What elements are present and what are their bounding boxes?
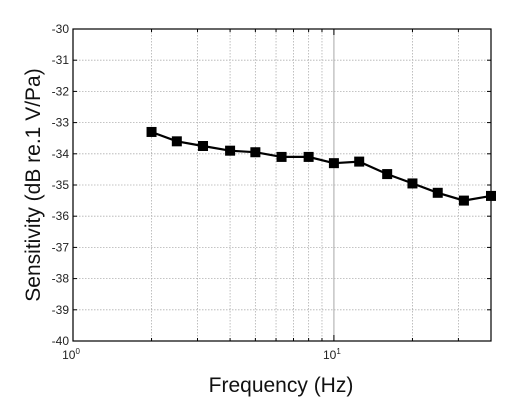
- y-tick-label: -38: [52, 272, 70, 286]
- grid-lines: [72, 28, 492, 342]
- series-group: [146, 126, 496, 206]
- plot-frame-group: [72, 28, 492, 342]
- data-point-marker: [250, 147, 261, 158]
- y-tick-labels: -30 -31 -32 -33 -34 -35 -36 -37 -38 -39 -40: [52, 22, 70, 348]
- data-point-marker: [354, 156, 365, 167]
- data-point-marker: [407, 178, 418, 189]
- y-tick-label: -34: [52, 147, 70, 161]
- data-point-marker: [458, 195, 469, 206]
- y-tick-label: -40: [52, 334, 70, 348]
- y-tick-label: -35: [52, 178, 70, 192]
- x-axis-title: Frequency (Hz): [209, 374, 354, 397]
- data-point-marker: [303, 151, 314, 162]
- y-tick-label: -36: [52, 209, 70, 223]
- data-point-marker: [171, 136, 182, 147]
- data-point-marker: [146, 126, 157, 137]
- data-point-marker: [432, 187, 443, 198]
- y-tick-label: -32: [52, 84, 70, 98]
- data-point-marker: [198, 141, 209, 151]
- y-axis-title: Sensitivity (dB re.1 V/Pa): [22, 68, 45, 301]
- x-tick-label: 100: [62, 347, 80, 362]
- x-tick-label: 101: [323, 347, 341, 362]
- data-point-marker: [225, 145, 236, 156]
- y-tick-label: -30: [52, 22, 70, 36]
- x-tick-labels: 100 101: [62, 347, 341, 362]
- data-point-marker: [382, 169, 393, 180]
- data-point-marker: [328, 158, 339, 169]
- y-tick-label: -33: [52, 116, 70, 130]
- y-tick-label: -31: [52, 53, 70, 67]
- y-tick-label: -39: [52, 303, 70, 317]
- data-point-marker: [276, 151, 287, 162]
- y-tick-label: -37: [52, 240, 70, 254]
